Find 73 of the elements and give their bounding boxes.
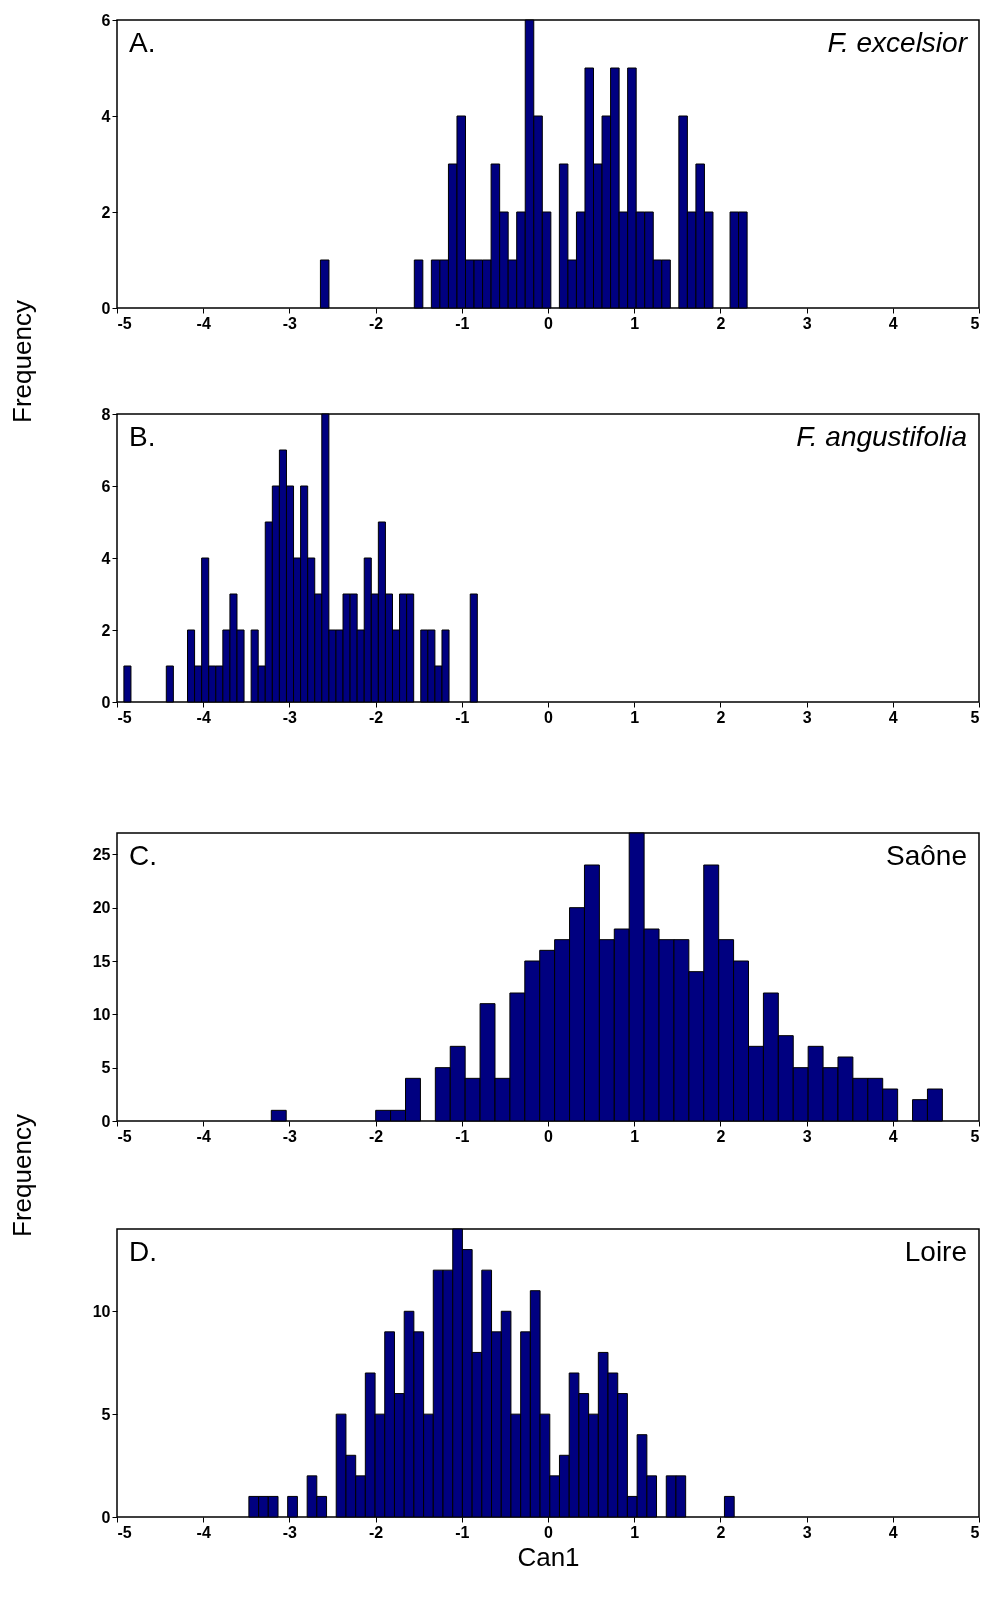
x-tick-label: 0 xyxy=(544,708,554,726)
y-axis-title: Frequency xyxy=(6,1114,37,1237)
y-tick-label: 2 xyxy=(101,621,111,639)
y-tick-label: 5 xyxy=(101,1059,111,1077)
y-tick-label: 25 xyxy=(92,845,111,863)
x-tick-label: -3 xyxy=(282,1127,298,1145)
y-tick-label: 15 xyxy=(92,952,111,970)
x-tick-label: -3 xyxy=(282,708,298,726)
x-tick-label: 1 xyxy=(630,1523,640,1541)
x-tick-label: -2 xyxy=(368,708,384,726)
x-tick-label: 4 xyxy=(888,314,898,332)
annotation: A. xyxy=(129,27,156,58)
x-tick-label: 4 xyxy=(888,1523,898,1541)
y-tick-label: 0 xyxy=(101,1508,111,1526)
y-tick-label: 6 xyxy=(101,11,111,29)
x-tick-label: 4 xyxy=(888,708,898,726)
x-tick-label: 5 xyxy=(970,314,980,332)
x-tick-label: 1 xyxy=(630,708,640,726)
x-tick-label: 3 xyxy=(802,1523,812,1541)
x-tick-label: -5 xyxy=(117,708,132,726)
y-tick-label: 5 xyxy=(101,1405,111,1423)
x-tick-label: 5 xyxy=(970,1523,980,1541)
annotation: C. xyxy=(129,840,157,871)
x-tick-label: 3 xyxy=(802,1127,812,1145)
annotation: F. excelsior xyxy=(827,27,969,58)
x-tick-label: -1 xyxy=(455,1127,470,1145)
y-tick-label: 4 xyxy=(101,107,111,125)
y-tick-label: 0 xyxy=(101,1112,111,1130)
x-tick-label: 3 xyxy=(802,708,812,726)
x-tick-label: -4 xyxy=(196,314,211,332)
x-tick-label: -4 xyxy=(196,1127,211,1145)
x-tick-label: 2 xyxy=(716,314,726,332)
x-tick-label: -1 xyxy=(455,314,470,332)
annotation: F. angustifolia xyxy=(796,421,967,452)
y-tick-label: 10 xyxy=(92,1302,111,1320)
x-tick-label: 2 xyxy=(716,708,726,726)
y-tick-label: 0 xyxy=(101,299,111,317)
x-tick-label: -4 xyxy=(196,1523,211,1541)
x-tick-label: -4 xyxy=(196,708,211,726)
x-tick-label: 4 xyxy=(888,1127,898,1145)
annotation: Saône xyxy=(886,840,967,871)
x-tick-label: 2 xyxy=(716,1523,726,1541)
x-tick-label: 1 xyxy=(630,314,640,332)
y-tick-label: 10 xyxy=(92,1005,111,1023)
x-tick-label: -3 xyxy=(282,314,298,332)
x-tick-label: -5 xyxy=(117,1523,132,1541)
y-axis-title: Frequency xyxy=(6,300,37,423)
x-tick-label: 5 xyxy=(970,1127,980,1145)
x-tick-label: -2 xyxy=(368,1523,384,1541)
x-tick-label: -1 xyxy=(455,1523,470,1541)
y-tick-label: 8 xyxy=(101,405,111,423)
y-tick-label: 6 xyxy=(101,477,111,495)
x-tick-label: -5 xyxy=(117,1127,132,1145)
x-tick-label: 0 xyxy=(544,314,554,332)
x-tick-label: 2 xyxy=(716,1127,726,1145)
y-tick-label: 20 xyxy=(92,899,111,917)
x-tick-label: -5 xyxy=(117,314,132,332)
annotation: D. xyxy=(129,1236,157,1267)
x-tick-label: -2 xyxy=(368,1127,384,1145)
x-tick-label: 1 xyxy=(630,1127,640,1145)
annotation: Loire xyxy=(904,1236,967,1267)
y-tick-label: 4 xyxy=(101,549,111,567)
x-axis-title: Can1 xyxy=(517,1541,580,1572)
x-tick-label: 0 xyxy=(544,1523,554,1541)
x-tick-label: -2 xyxy=(368,314,384,332)
x-tick-label: -3 xyxy=(282,1523,298,1541)
x-tick-label: -1 xyxy=(455,708,470,726)
y-tick-label: 2 xyxy=(101,203,111,221)
annotation: B. xyxy=(129,421,156,452)
y-tick-label: 0 xyxy=(101,693,111,711)
x-tick-label: 5 xyxy=(970,708,980,726)
x-tick-label: 0 xyxy=(544,1127,554,1145)
x-tick-label: 3 xyxy=(802,314,812,332)
